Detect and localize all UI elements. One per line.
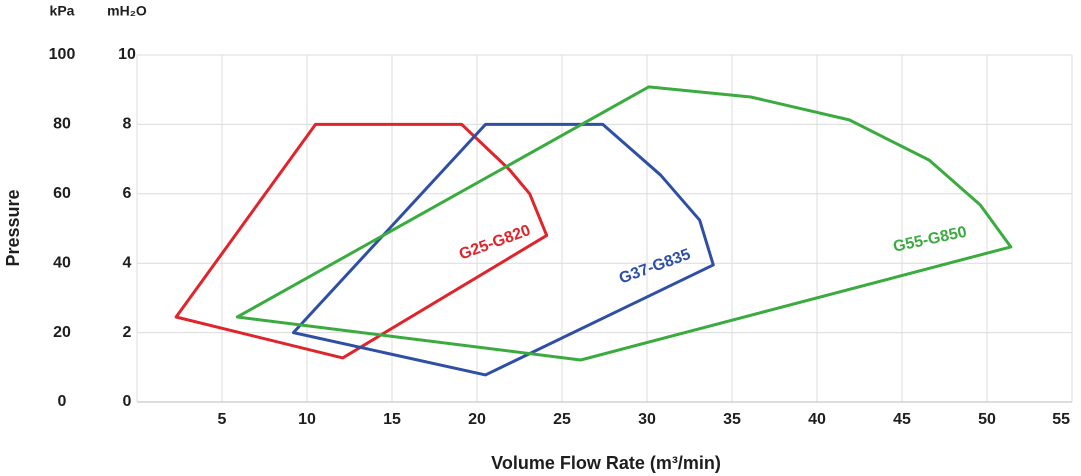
y-tick-label: 40 [53,254,71,271]
y-tick-label: 100 [49,46,76,63]
x-tick-label: 40 [808,411,826,428]
x-tick-label: 20 [468,411,486,428]
y2-tick-label: 4 [123,254,132,271]
x-tick-label: 50 [978,411,996,428]
y-tick-label: 60 [53,185,71,202]
y-tick-label: 80 [53,116,71,133]
region-label: G55-G850 [892,224,969,256]
y2-tick-label: 0 [123,393,132,410]
region [291,122,715,377]
x-axis-title: Volume Flow Rate (m³/min) [491,453,721,473]
region-label: G25-G820 [457,222,533,264]
y2-unit: mH₂O [107,3,147,19]
x-tick-label: 25 [553,411,571,428]
y-unit: kPa [50,3,75,19]
x-tick-label: 35 [723,411,741,428]
y-axis-title: Pressure [3,189,23,266]
x-tick-label: 15 [383,411,401,428]
x-tick-label: 30 [638,411,656,428]
x-tick-label: 10 [298,411,316,428]
x-tick-label: 5 [218,411,227,428]
region [235,85,1013,362]
region [174,122,549,360]
y2-tick-label: 10 [118,46,136,63]
x-tick-label: 45 [893,411,911,428]
y-tick-label: 20 [53,324,71,341]
y-tick-label: 0 [58,393,67,410]
y2-tick-label: 2 [123,324,132,341]
x-tick-label: 55 [1052,411,1070,428]
y2-tick-label: 6 [123,185,132,202]
y2-tick-label: 8 [123,116,132,133]
